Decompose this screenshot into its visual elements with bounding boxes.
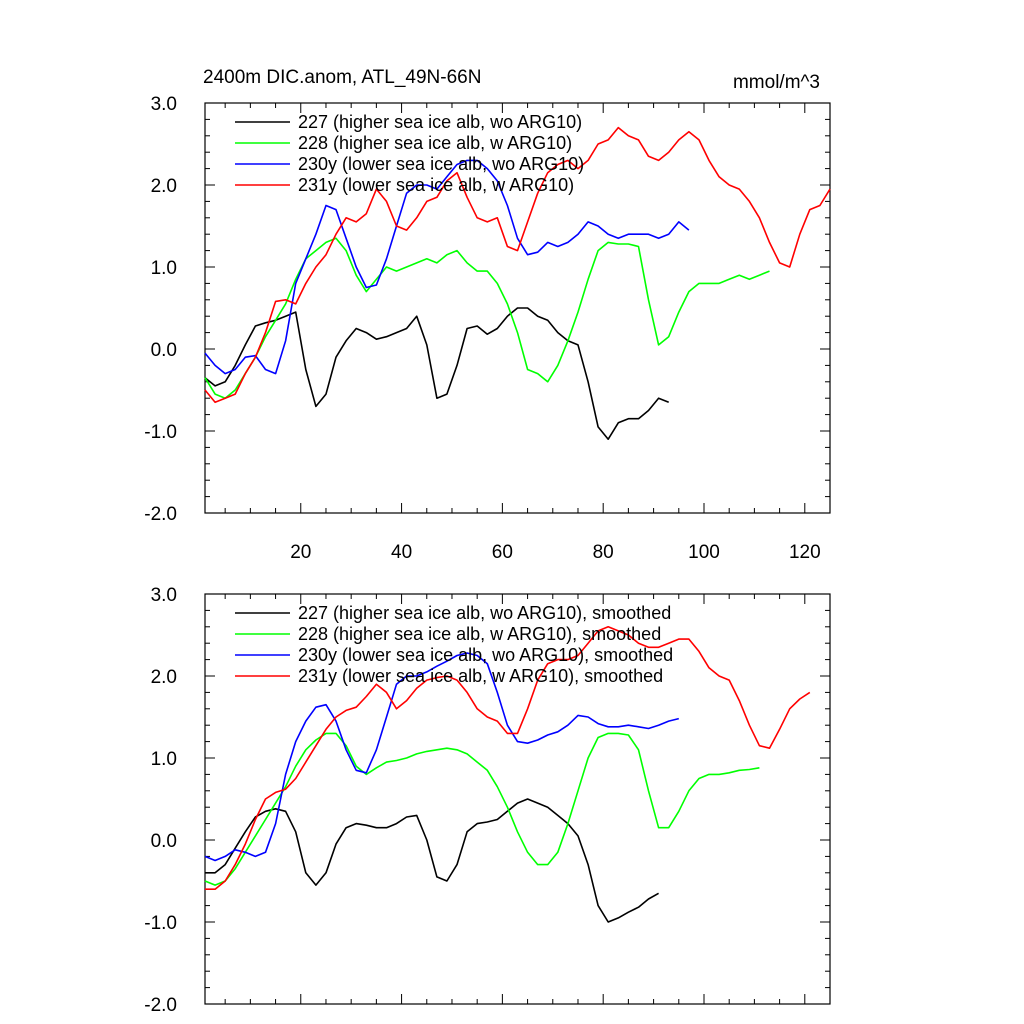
legend-label-0: 227 (higher sea ice alb, wo ARG10) (298, 112, 582, 132)
series-line-3 (204, 126, 831, 404)
top-legend: 227 (higher sea ice alb, wo ARG10)228 (h… (235, 112, 584, 195)
y-tick-label: -2.0 (144, 504, 177, 525)
legend-label-2: 230y (lower sea ice alb, wo ARG10), smoo… (298, 645, 673, 665)
bottom-panel: 3.0 2.0 1.0 0.0 -1.0 -2.0 227 (higher sea ice… (144, 585, 831, 1016)
x-tick-label: 120 (789, 542, 821, 563)
top-units: mmol/m^3 (733, 72, 820, 93)
bottom-legend: 227 (higher sea ice alb, wo ARG10), smoo… (235, 603, 673, 686)
series-line-2 (204, 159, 690, 375)
top-y-tick-labels: 3.0 2.0 1.0 0.0 -1.0 -2.0 (144, 94, 177, 525)
legend-label-3: 231y (lower sea ice alb, w ARG10), smoot… (298, 666, 663, 686)
legend-label-2: 230y (lower sea ice alb, wo ARG10) (298, 154, 584, 174)
y-tick-label: 2.0 (151, 667, 177, 688)
series-line-0 (204, 307, 670, 441)
top-series-lines (204, 126, 831, 441)
y-tick-label: 0.0 (151, 831, 177, 852)
series-line-0 (205, 798, 659, 923)
y-tick-label: -1.0 (144, 422, 177, 443)
x-tick-label: 40 (391, 542, 412, 563)
series-line-3 (205, 625, 811, 891)
legend-label-1: 228 (higher sea ice alb, w ARG10) (298, 133, 572, 153)
series-line-2 (204, 652, 679, 862)
top-x-tick-labels: 20 40 60 80 100 120 (290, 542, 820, 563)
bottom-series-lines (204, 625, 811, 923)
bottom-axis-ticks (205, 593, 831, 1005)
x-tick-label: 60 (492, 542, 513, 563)
legend-label-3: 231y (lower sea ice alb, w ARG10) (298, 175, 574, 195)
y-tick-label: -1.0 (144, 913, 177, 934)
x-tick-label: 100 (688, 542, 720, 563)
y-tick-label: 3.0 (151, 94, 177, 115)
top-plot-frame (204, 102, 831, 514)
series-line-1 (204, 732, 760, 886)
x-tick-label: 20 (290, 542, 311, 563)
top-title: 2400m DIC.anom, ATL_49N-66N (203, 67, 481, 88)
series-line-1 (204, 237, 770, 400)
bottom-plot-frame (204, 593, 831, 1005)
top-axis-ticks (205, 102, 831, 514)
y-tick-label: 1.0 (151, 749, 177, 770)
y-tick-label: 2.0 (151, 176, 177, 197)
y-tick-label: 1.0 (151, 258, 177, 279)
x-tick-label: 80 (593, 542, 614, 563)
y-tick-label: 3.0 (151, 585, 177, 606)
y-tick-label: 0.0 (151, 340, 177, 361)
legend-label-0: 227 (higher sea ice alb, wo ARG10), smoo… (298, 603, 671, 623)
legend-label-1: 228 (higher sea ice alb, w ARG10), smoot… (298, 624, 661, 644)
y-tick-label: -2.0 (144, 995, 177, 1016)
top-panel: 2400m DIC.anom, ATL_49N-66N mmol/m^3 3.0… (144, 67, 831, 563)
bottom-y-tick-labels: 3.0 2.0 1.0 0.0 -1.0 -2.0 (144, 585, 177, 1016)
